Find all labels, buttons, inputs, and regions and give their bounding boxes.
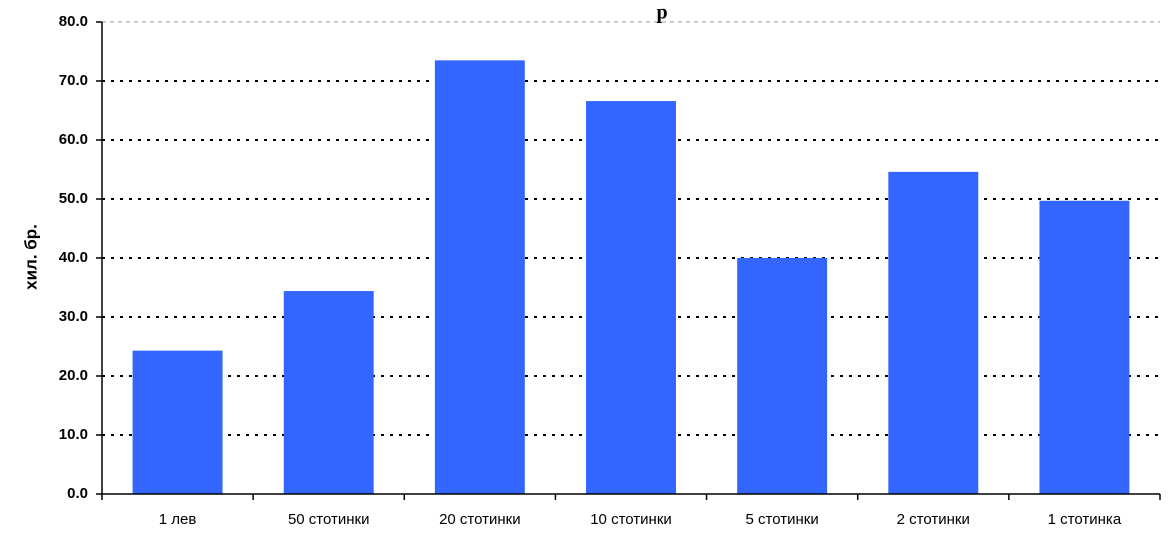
y-tick-label: 80.0 [59,13,88,30]
bar [888,171,979,495]
x-tick-label: 20 стотинки [439,511,521,528]
bar [737,258,828,494]
y-tick-label: 50.0 [59,190,88,207]
y-tick-label: 0.0 [67,485,88,502]
y-tick-label: 70.0 [59,72,88,89]
y-tick-label: 40.0 [59,249,88,266]
bar [586,101,676,494]
x-tick-label: 10 стотинки [590,511,672,528]
labels: 0.0 10.0 20.0 30.0 40.0 50.0 60.0 70.0 80.0 1 лев… [59,13,1122,528]
x-tick-label: 1 лев [159,511,197,528]
y-tick-label: 10.0 [59,426,88,443]
chart-title: р [656,2,667,24]
y-axis-title: хил. бр. [21,224,40,290]
x-tick-label: 1 стотинка [1048,511,1122,528]
x-tick-label: 2 стотинки [897,511,970,528]
gridlines [102,21,1160,436]
y-tick-label: 20.0 [59,367,88,384]
y-tick-label: 30.0 [59,308,88,325]
bar [283,291,374,494]
x-tick-label: 50 стотинки [288,511,370,528]
axes [96,21,1161,500]
x-tick-label: 5 стотинки [746,511,819,528]
y-tick-label: 60.0 [59,131,88,148]
bar [132,350,223,494]
bar [1039,200,1130,494]
bars [132,60,1130,495]
bar [434,60,525,494]
